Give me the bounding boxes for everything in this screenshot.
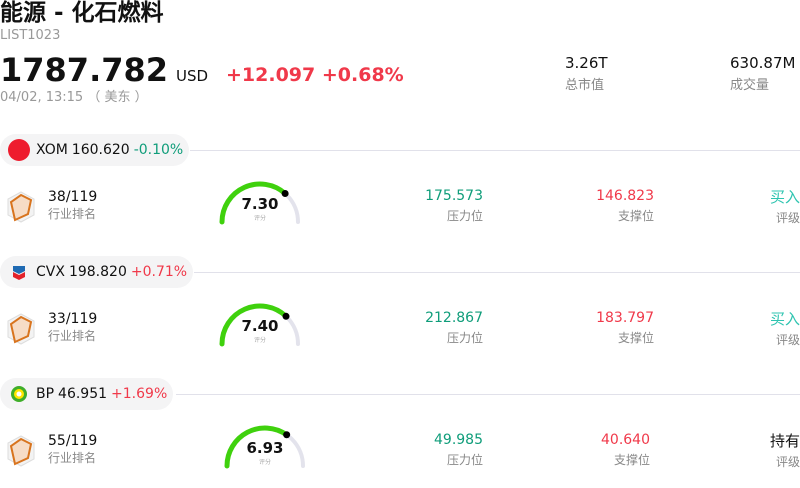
score-label: 评分: [258, 459, 271, 466]
industry-rank: 55/119: [48, 433, 98, 449]
gauge-marker: [281, 189, 289, 197]
divider: [176, 394, 800, 395]
list-code: LIST1023: [0, 28, 61, 43]
industry-rank: 33/119: [48, 311, 98, 327]
score-value: 7.40: [241, 317, 279, 335]
score-gauge: [224, 425, 305, 469]
divider: [190, 150, 800, 151]
score-gauge: [219, 181, 300, 225]
rating-label: 评级: [775, 333, 800, 347]
volume-value: 630.87M: [730, 54, 796, 72]
ticker: BP: [36, 385, 55, 402]
support-label: 支撑位: [613, 453, 650, 467]
resistance-value: 212.867: [425, 310, 483, 326]
industry-rank: 38/119: [48, 189, 98, 205]
ticker: CVX: [36, 263, 65, 280]
score-value: 7.30: [241, 195, 279, 213]
exxon-logo-icon: [8, 139, 30, 161]
rating-value: 买入: [769, 188, 800, 206]
resistance-label: 压力位: [446, 453, 483, 467]
stock-price: 46.951: [58, 385, 108, 402]
stock-pill-xom[interactable]: XOM 160.620 -0.10%: [0, 134, 190, 166]
gauge-fill: [219, 181, 288, 225]
score-label: 评分: [253, 337, 266, 344]
bp-logo-icon: [8, 383, 30, 405]
support-value: 146.823: [596, 188, 654, 204]
resistance-value: 49.985: [434, 432, 483, 448]
rating-value: 持有: [769, 432, 800, 450]
currency: USD: [176, 67, 209, 85]
price-change: +12.097 +0.68%: [226, 64, 404, 86]
volume-label: 成交量: [730, 78, 770, 93]
gauge-marker: [282, 312, 290, 320]
rating-label: 评级: [775, 211, 800, 225]
industry-rank-label: 行业排名: [48, 329, 97, 343]
change-value: +12.097: [226, 64, 316, 86]
support-value: 183.797: [596, 310, 654, 326]
stock-change: +1.69%: [111, 385, 168, 402]
chevron-logo-icon: [8, 261, 30, 283]
score-gauge: [219, 303, 300, 347]
stock-change: -0.10%: [133, 141, 184, 158]
divider: [194, 272, 800, 273]
score-value: 6.93: [246, 439, 284, 457]
change-percent: +0.68%: [321, 64, 404, 86]
rating-value: 买入: [769, 310, 800, 328]
stock-change: +0.71%: [130, 263, 188, 280]
stock-pill-cvx[interactable]: CVX 198.820 +0.71%: [0, 256, 194, 288]
timestamp: 04/02, 13:15 （ 美东 ）: [0, 90, 148, 105]
industry-rank-label: 行业排名: [48, 207, 97, 221]
index-price: 1787.782: [0, 51, 169, 89]
radar-icon: [7, 435, 35, 467]
resistance-label: 压力位: [446, 331, 483, 345]
ticker: XOM: [36, 141, 68, 158]
resistance-label: 压力位: [446, 209, 483, 223]
gauge-fill: [224, 425, 290, 469]
radar-icon: [7, 313, 35, 345]
stock-price: 160.620: [71, 141, 130, 158]
page-title: 能源 - 化石燃料: [0, 0, 164, 26]
gauge-marker: [283, 431, 291, 439]
stock-price: 198.820: [68, 263, 127, 280]
market-cap-label: 总市值: [565, 78, 605, 93]
gauge-fill: [219, 303, 289, 347]
resistance-value: 175.573: [425, 188, 483, 204]
rating-label: 评级: [775, 455, 800, 469]
score-label: 评分: [253, 215, 266, 222]
support-label: 支撑位: [617, 331, 654, 345]
support-label: 支撑位: [617, 209, 654, 223]
market-cap-value: 3.26T: [565, 54, 608, 72]
industry-rank-label: 行业排名: [48, 451, 97, 465]
support-value: 40.640: [601, 432, 650, 448]
radar-icon: [7, 191, 35, 223]
stock-pill-bp[interactable]: BP 46.951 +1.69%: [0, 378, 174, 410]
